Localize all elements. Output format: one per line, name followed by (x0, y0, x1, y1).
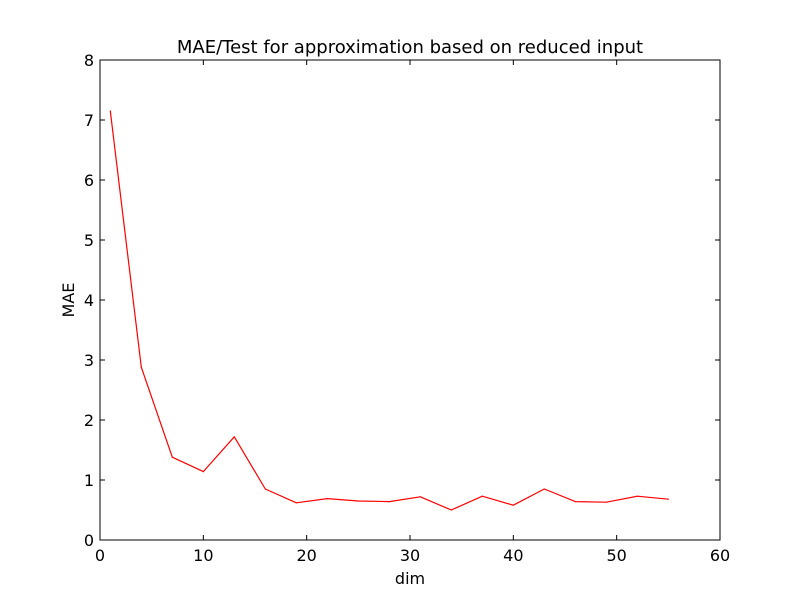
plot-area: 0 10 20 30 40 50 60 0 1 2 3 4 5 6 7 8 (84, 51, 730, 565)
x-axis-label: dim (395, 569, 425, 588)
x-tick-label: 50 (606, 546, 626, 565)
series-line (109, 110, 669, 511)
y-tick-label: 7 (84, 111, 94, 130)
chart-title: MAE/Test for approximation based on redu… (177, 37, 643, 58)
data-point (295, 502, 297, 504)
data-point (667, 498, 669, 500)
data-point (419, 496, 421, 498)
data-point (636, 495, 638, 497)
plot-frame (99, 59, 721, 541)
data-point (481, 495, 483, 497)
y-tick-label: 1 (84, 471, 94, 490)
data-point (326, 498, 328, 500)
data-point (109, 110, 111, 112)
data-point (140, 366, 142, 368)
data-point (450, 509, 452, 511)
data-point (605, 501, 607, 503)
data-point (264, 488, 266, 490)
x-tick-label: 10 (193, 546, 213, 565)
x-tick-label: 30 (400, 546, 420, 565)
data-point (233, 436, 235, 438)
data-point (202, 471, 204, 473)
data-point (357, 500, 359, 502)
y-tick-label: 0 (84, 531, 94, 550)
y-tick-label: 4 (84, 291, 94, 310)
y-axis-label: MAE (59, 283, 78, 318)
y-tick-label: 6 (84, 171, 94, 190)
data-point (171, 456, 173, 458)
x-tick-label: 60 (710, 546, 730, 565)
x-tick-label: 20 (296, 546, 316, 565)
y-tick-label: 5 (84, 231, 94, 250)
data-point (574, 501, 576, 503)
data-point (512, 504, 514, 506)
data-point (543, 488, 545, 490)
y-tick-label: 2 (84, 411, 94, 430)
x-tick-label: 40 (503, 546, 523, 565)
data-point (388, 501, 390, 503)
x-tick-label: 0 (95, 546, 105, 565)
y-tick-label: 8 (84, 51, 94, 70)
y-tick-label: 3 (84, 351, 94, 370)
